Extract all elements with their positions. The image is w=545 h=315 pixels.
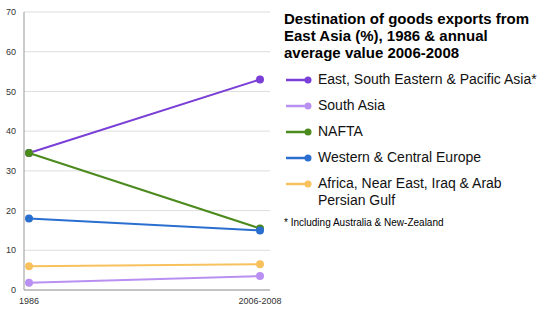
svg-text:10: 10: [8, 245, 16, 255]
svg-text:0: 0: [11, 285, 16, 295]
svg-text:30: 30: [8, 166, 16, 176]
svg-text:2006-2008: 2006-2008: [238, 296, 281, 306]
html-text:NAFTA: NAFTA: [318, 123, 363, 139]
svg-text:60: 60: [8, 47, 16, 57]
html-text:South Asia: South Asia: [318, 97, 385, 113]
html-text:* Including Australia & New-Ze: * Including Australia & New-Zealand: [284, 217, 444, 228]
svg-text:1986: 1986: [19, 296, 39, 306]
svg-text:70: 70: [8, 7, 16, 17]
svg-text:20: 20: [8, 206, 16, 216]
html-text:East, South Eastern & Pacific: East, South Eastern & Pacific Asia*: [318, 71, 537, 87]
html-text:Destination of goods exports f: Destination of goods exports from East A…: [284, 10, 529, 61]
svg-text:50: 50: [8, 87, 16, 97]
html-text:Western & Central Europe: Western & Central Europe: [318, 149, 482, 165]
html-text:Africa, Near East, Iraq & Arab: Africa, Near East, Iraq & Arab Persian G…: [318, 175, 502, 208]
svg-text:40: 40: [8, 126, 16, 136]
